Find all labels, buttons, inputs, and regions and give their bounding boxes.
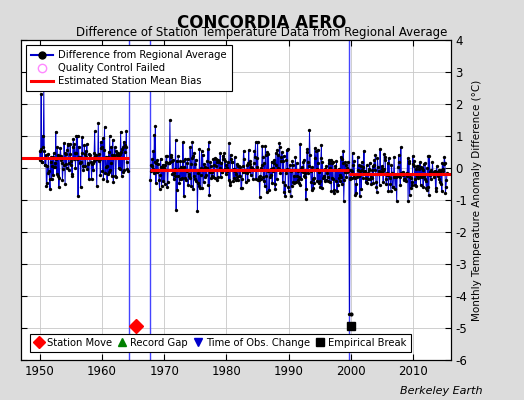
Text: CONCORDIA AERO: CONCORDIA AERO [177, 14, 347, 32]
Text: Difference of Station Temperature Data from Regional Average: Difference of Station Temperature Data f… [77, 26, 447, 39]
Text: Berkeley Earth: Berkeley Earth [400, 386, 482, 396]
Y-axis label: Monthly Temperature Anomaly Difference (°C): Monthly Temperature Anomaly Difference (… [472, 79, 482, 321]
Legend: Station Move, Record Gap, Time of Obs. Change, Empirical Break: Station Move, Record Gap, Time of Obs. C… [30, 334, 410, 352]
